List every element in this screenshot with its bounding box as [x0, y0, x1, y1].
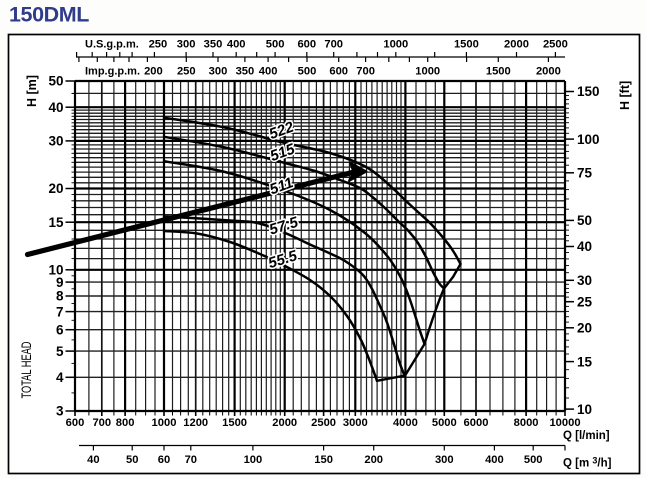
svg-text:H [m]: H [m] — [25, 75, 39, 107]
svg-text:10: 10 — [48, 263, 63, 278]
svg-text:H [ft]: H [ft] — [618, 81, 632, 110]
svg-text:8000: 8000 — [514, 417, 539, 429]
svg-text:Q [m 3/h]: Q [m 3/h] — [563, 456, 612, 470]
svg-text:2000: 2000 — [504, 39, 529, 51]
svg-text:25: 25 — [577, 294, 593, 309]
svg-text:1000: 1000 — [383, 39, 408, 51]
svg-text:2000: 2000 — [272, 417, 297, 429]
svg-text:1500: 1500 — [222, 417, 247, 429]
svg-text:150DML: 150DML — [9, 3, 89, 27]
svg-text:500: 500 — [266, 39, 285, 51]
svg-text:700: 700 — [356, 66, 375, 78]
svg-text:2000: 2000 — [536, 66, 561, 78]
svg-text:15: 15 — [577, 354, 593, 369]
svg-text:8: 8 — [56, 289, 64, 304]
svg-text:800: 800 — [116, 417, 135, 429]
svg-text:2500: 2500 — [543, 39, 568, 51]
svg-text:500: 500 — [298, 66, 317, 78]
svg-text:4: 4 — [56, 370, 64, 385]
svg-text:300: 300 — [435, 454, 454, 466]
svg-text:70: 70 — [185, 454, 197, 466]
svg-text:600: 600 — [66, 417, 85, 429]
svg-text:5: 5 — [56, 344, 64, 359]
svg-text:700: 700 — [324, 39, 343, 51]
svg-text:Q [l/min]: Q [l/min] — [563, 430, 610, 442]
svg-text:500: 500 — [524, 454, 543, 466]
svg-text:300: 300 — [177, 39, 196, 51]
svg-text:150: 150 — [577, 84, 600, 99]
svg-text:30: 30 — [577, 273, 592, 288]
svg-text:1200: 1200 — [183, 417, 208, 429]
svg-text:2500: 2500 — [311, 417, 336, 429]
svg-text:300: 300 — [209, 66, 228, 78]
svg-text:400: 400 — [485, 454, 504, 466]
svg-text:1500: 1500 — [454, 39, 479, 51]
svg-text:7: 7 — [56, 304, 64, 319]
svg-text:700: 700 — [92, 417, 111, 429]
svg-text:6000: 6000 — [464, 417, 489, 429]
svg-text:4000: 4000 — [393, 417, 418, 429]
svg-text:40: 40 — [48, 100, 63, 115]
svg-text:400: 400 — [259, 66, 278, 78]
svg-text:200: 200 — [364, 454, 383, 466]
svg-text:100: 100 — [577, 132, 600, 147]
svg-text:50: 50 — [48, 74, 63, 89]
svg-text:250: 250 — [149, 39, 168, 51]
svg-text:1000: 1000 — [415, 66, 440, 78]
svg-text:100: 100 — [244, 454, 263, 466]
svg-text:75: 75 — [577, 166, 593, 181]
svg-text:5000: 5000 — [432, 417, 457, 429]
svg-text:40: 40 — [577, 239, 592, 254]
svg-text:50: 50 — [126, 454, 138, 466]
svg-text:10: 10 — [577, 402, 592, 417]
svg-text:6: 6 — [56, 322, 64, 337]
svg-text:3000: 3000 — [343, 417, 368, 429]
svg-text:20: 20 — [48, 181, 63, 196]
svg-text:400: 400 — [227, 39, 246, 51]
svg-text:150: 150 — [314, 454, 333, 466]
svg-text:40: 40 — [87, 454, 99, 466]
svg-text:20: 20 — [577, 321, 592, 336]
svg-text:350: 350 — [236, 66, 255, 78]
svg-text:30: 30 — [48, 134, 63, 149]
svg-text:350: 350 — [204, 39, 223, 51]
svg-text:15: 15 — [48, 215, 64, 230]
svg-text:600: 600 — [329, 66, 348, 78]
svg-text:50: 50 — [577, 213, 592, 228]
svg-text:1500: 1500 — [486, 66, 511, 78]
svg-text:Imp.g.p.m.: Imp.g.p.m. — [85, 66, 140, 78]
svg-text:60: 60 — [158, 454, 170, 466]
svg-text:3: 3 — [56, 404, 64, 419]
svg-text:250: 250 — [177, 66, 196, 78]
svg-text:U.S.g.p.m.: U.S.g.p.m. — [85, 39, 139, 51]
svg-text:9: 9 — [56, 275, 64, 290]
svg-text:10000: 10000 — [549, 417, 580, 429]
svg-text:600: 600 — [297, 39, 316, 51]
svg-text:1000: 1000 — [152, 417, 177, 429]
svg-text:200: 200 — [144, 66, 163, 78]
svg-text:TOTAL HEAD: TOTAL HEAD — [18, 342, 34, 399]
